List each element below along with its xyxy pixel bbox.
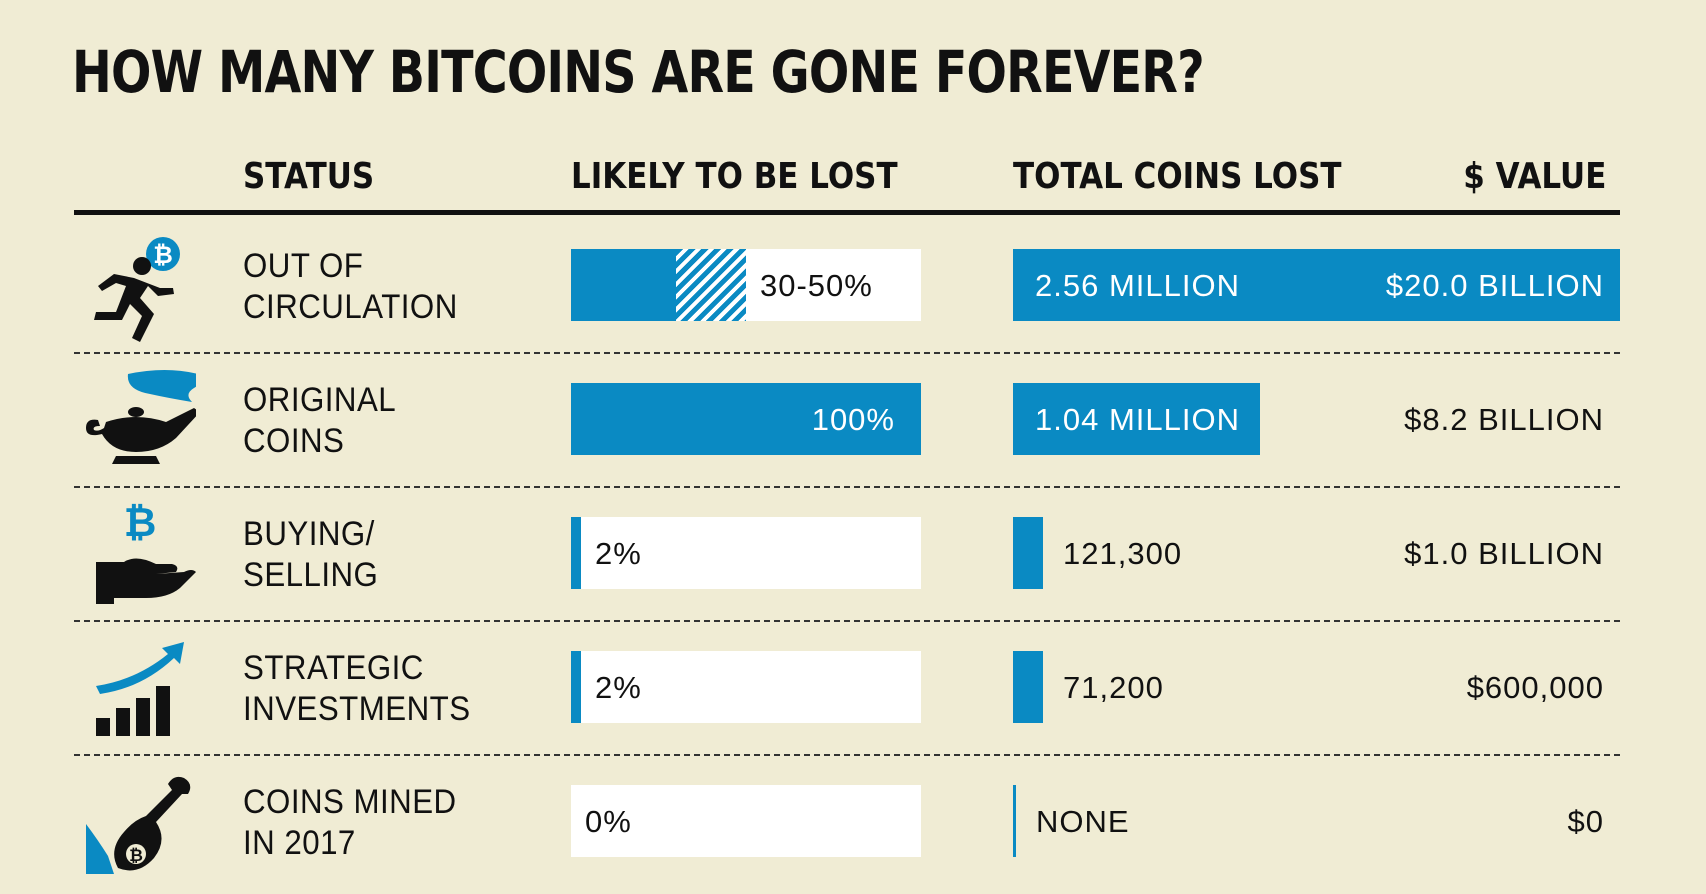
likely-lost-label: 30-50% — [760, 268, 873, 303]
total-coins-label: 2.56 MILLION — [1035, 268, 1240, 303]
likely-lost-bar — [571, 517, 581, 589]
header-likely-to-be-lost: LIKELY TO BE LOST — [571, 156, 898, 197]
total-coins-bar — [1013, 785, 1016, 857]
status-label: STRATEGIC INVESTMENTS — [243, 649, 471, 728]
table-row: ORIGINAL COINS 100% 1.04 MILLION $8.2 BILLI… — [0, 358, 1706, 492]
chart-title: HOW MANY BITCOINS ARE GONE FOREVER? — [72, 38, 1205, 106]
genie-lamp-icon — [76, 368, 203, 478]
dollar-value-label: $8.2 BILLION — [1404, 402, 1604, 437]
growth-chart-icon — [76, 636, 196, 746]
likely-lost-box: 2% — [571, 517, 921, 589]
header-rule — [74, 210, 1620, 215]
status-label: COINS MINED IN 2017 — [243, 783, 457, 862]
dollar-value-label: $20.0 BILLION — [1385, 268, 1604, 303]
total-coins-bar — [1013, 517, 1043, 589]
total-coins-bar — [1013, 383, 1260, 455]
row-divider — [74, 352, 1620, 354]
status-label: OUT OF CIRCULATION — [243, 247, 458, 326]
row-divider — [74, 754, 1620, 756]
header-total-coins-lost: TOTAL COINS LOST — [1013, 156, 1342, 197]
hand-bitcoin-icon: ₿ — [76, 500, 196, 612]
likely-lost-label: 2% — [595, 670, 642, 705]
total-coins-label: 121,300 — [1063, 536, 1183, 571]
total-coins-bar — [1013, 651, 1043, 723]
svg-text:₿: ₿ — [124, 502, 157, 546]
likely-lost-label: 2% — [595, 536, 642, 571]
likely-lost-bar — [571, 249, 676, 321]
likely-lost-bar — [571, 383, 921, 455]
likely-lost-box: 0% — [571, 785, 921, 857]
total-coins-label: 71,200 — [1063, 670, 1164, 705]
dollar-value-label: $0 — [1567, 804, 1604, 839]
svg-text:₿: ₿ — [153, 241, 173, 269]
total-coins-bar — [1013, 249, 1620, 321]
table-row: ₿ BUYING/ SELLING 2% 121,300 $1.0 BILLION — [0, 492, 1706, 626]
header-status: STATUS — [243, 156, 375, 197]
table-row: ₿ OUT OF CIRCULATION 30-50% 2.56 MILLION $2… — [0, 224, 1706, 358]
status-label: ORIGINAL COINS — [243, 381, 397, 460]
running-man-bitcoin-icon: ₿ — [76, 234, 196, 344]
table-row: ₿ COINS MINED IN 2017 0% NONE $0 — [0, 760, 1706, 894]
svg-text:₿: ₿ — [129, 846, 143, 866]
dollar-value-label: $1.0 BILLION — [1404, 536, 1604, 571]
total-coins-label: NONE — [1036, 804, 1130, 839]
shovel-bitcoin-icon: ₿ — [76, 770, 196, 880]
row-divider — [74, 620, 1620, 622]
likely-lost-label: 100% — [811, 402, 895, 437]
likely-lost-label: 0% — [585, 804, 632, 839]
header-dollar-value: $ VALUE — [1462, 156, 1606, 197]
status-label: BUYING/ SELLING — [243, 515, 379, 594]
total-coins-label: 1.04 MILLION — [1035, 402, 1240, 437]
table-row: STRATEGIC INVESTMENTS 2% 71,200 $600,000 — [0, 626, 1706, 760]
likely-lost-range-hatch — [676, 249, 746, 321]
row-divider — [74, 486, 1620, 488]
likely-lost-box: 100% — [571, 383, 921, 455]
likely-lost-bar — [571, 651, 581, 723]
likely-lost-box: 2% — [571, 651, 921, 723]
likely-lost-box: 30-50% — [571, 249, 921, 321]
dollar-value-label: $600,000 — [1466, 670, 1604, 705]
